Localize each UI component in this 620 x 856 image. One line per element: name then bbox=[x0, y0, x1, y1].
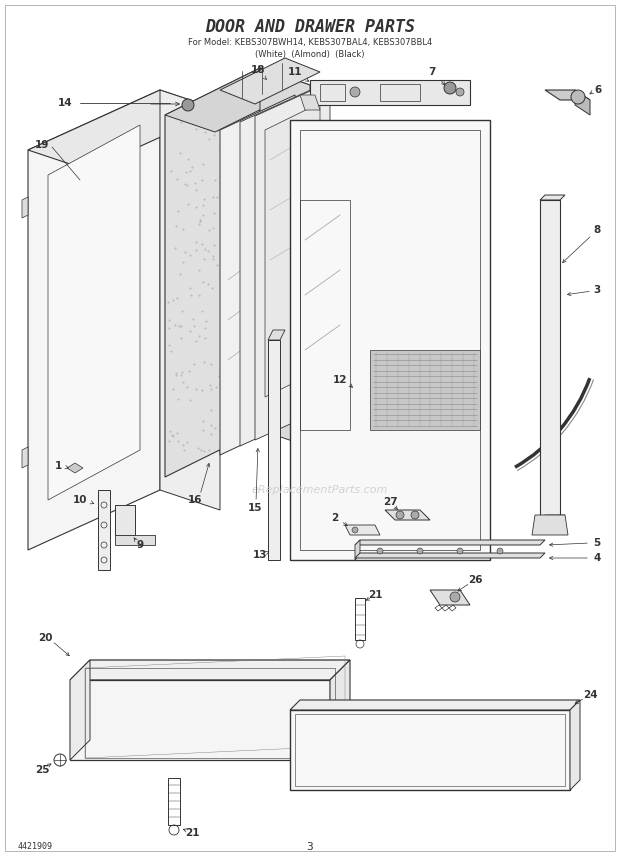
Polygon shape bbox=[430, 590, 470, 605]
Text: 15: 15 bbox=[248, 503, 262, 513]
Text: 21: 21 bbox=[185, 828, 199, 838]
Polygon shape bbox=[255, 82, 330, 440]
Text: 18: 18 bbox=[250, 65, 265, 75]
Text: 3: 3 bbox=[593, 285, 601, 295]
Polygon shape bbox=[115, 505, 135, 535]
Polygon shape bbox=[290, 120, 490, 560]
Circle shape bbox=[417, 548, 423, 554]
Text: 25: 25 bbox=[35, 765, 49, 775]
Polygon shape bbox=[370, 350, 480, 430]
Polygon shape bbox=[165, 68, 310, 132]
Circle shape bbox=[450, 592, 460, 602]
Polygon shape bbox=[70, 660, 90, 760]
Circle shape bbox=[352, 527, 358, 533]
Text: eReplacementParts.com: eReplacementParts.com bbox=[252, 485, 388, 495]
Polygon shape bbox=[355, 540, 360, 560]
Text: 3: 3 bbox=[307, 842, 313, 852]
Polygon shape bbox=[532, 515, 568, 535]
Text: For Model: KEBS307BWH14, KEBS307BAL4, KEBS307BBL4: For Model: KEBS307BWH14, KEBS307BAL4, KE… bbox=[188, 38, 432, 47]
Polygon shape bbox=[67, 463, 83, 473]
Polygon shape bbox=[22, 197, 28, 218]
Polygon shape bbox=[268, 330, 285, 340]
Circle shape bbox=[396, 511, 404, 519]
Text: 9: 9 bbox=[136, 540, 144, 550]
Polygon shape bbox=[165, 68, 260, 477]
Polygon shape bbox=[540, 515, 565, 520]
Polygon shape bbox=[300, 95, 320, 110]
Text: 2: 2 bbox=[331, 513, 339, 523]
Polygon shape bbox=[28, 90, 160, 550]
Polygon shape bbox=[70, 660, 350, 680]
Text: 4: 4 bbox=[593, 553, 601, 563]
Polygon shape bbox=[220, 58, 320, 104]
Text: 7: 7 bbox=[428, 67, 436, 77]
Text: 11: 11 bbox=[288, 67, 303, 77]
Polygon shape bbox=[385, 510, 430, 520]
Circle shape bbox=[377, 548, 383, 554]
Polygon shape bbox=[540, 195, 565, 200]
Circle shape bbox=[444, 82, 456, 94]
Polygon shape bbox=[310, 80, 470, 105]
Polygon shape bbox=[220, 95, 295, 455]
Polygon shape bbox=[115, 535, 155, 545]
Circle shape bbox=[411, 511, 419, 519]
Text: 1: 1 bbox=[55, 461, 61, 471]
Text: 14: 14 bbox=[58, 98, 73, 108]
Polygon shape bbox=[265, 103, 320, 397]
Text: 6: 6 bbox=[595, 85, 601, 95]
Text: 13: 13 bbox=[253, 550, 267, 560]
Circle shape bbox=[182, 99, 194, 111]
Text: 20: 20 bbox=[38, 633, 52, 643]
Polygon shape bbox=[570, 700, 580, 790]
Text: 24: 24 bbox=[583, 690, 597, 700]
Text: 16: 16 bbox=[188, 495, 202, 505]
Polygon shape bbox=[260, 68, 310, 447]
Text: 12: 12 bbox=[333, 375, 347, 385]
Polygon shape bbox=[545, 90, 590, 100]
Text: 4421909: 4421909 bbox=[18, 842, 53, 851]
Polygon shape bbox=[345, 525, 380, 535]
Text: 10: 10 bbox=[73, 495, 87, 505]
Polygon shape bbox=[290, 700, 580, 710]
Circle shape bbox=[457, 548, 463, 554]
Circle shape bbox=[456, 88, 464, 96]
Circle shape bbox=[497, 548, 503, 554]
Polygon shape bbox=[268, 340, 280, 560]
Text: 8: 8 bbox=[593, 225, 601, 235]
Polygon shape bbox=[22, 447, 28, 468]
Polygon shape bbox=[98, 490, 110, 570]
Polygon shape bbox=[330, 660, 350, 760]
Text: DOOR AND DRAWER PARTS: DOOR AND DRAWER PARTS bbox=[205, 18, 415, 36]
Text: 19: 19 bbox=[35, 140, 49, 150]
Polygon shape bbox=[290, 710, 570, 790]
Polygon shape bbox=[70, 680, 330, 760]
Polygon shape bbox=[28, 90, 220, 170]
Polygon shape bbox=[540, 200, 560, 520]
Circle shape bbox=[571, 90, 585, 104]
Polygon shape bbox=[355, 540, 545, 545]
Text: 5: 5 bbox=[593, 538, 601, 548]
Circle shape bbox=[350, 87, 360, 97]
Text: (White)  (Almond)  (Black): (White) (Almond) (Black) bbox=[255, 50, 365, 59]
Text: 21: 21 bbox=[368, 590, 383, 600]
Text: 27: 27 bbox=[383, 497, 397, 507]
Polygon shape bbox=[48, 125, 140, 500]
Polygon shape bbox=[240, 88, 315, 446]
Text: 26: 26 bbox=[467, 575, 482, 585]
Polygon shape bbox=[355, 553, 545, 558]
Polygon shape bbox=[160, 90, 220, 510]
Polygon shape bbox=[575, 90, 590, 115]
